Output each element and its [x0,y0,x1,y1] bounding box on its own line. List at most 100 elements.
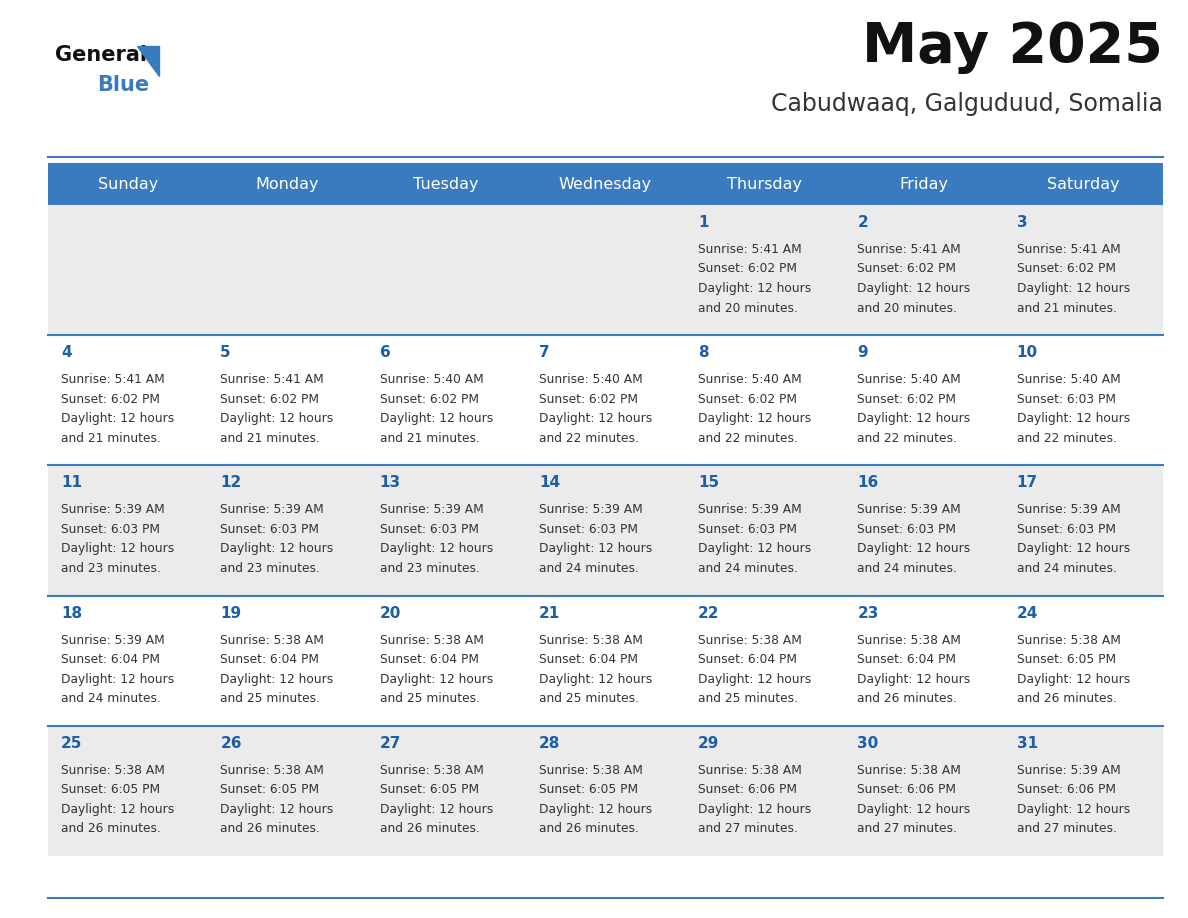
Text: Sunday: Sunday [97,176,158,192]
Bar [526,163,685,205]
Text: Sunset: 6:03 PM: Sunset: 6:03 PM [61,523,160,536]
Text: and 27 minutes.: and 27 minutes. [1017,823,1117,835]
Text: Daylight: 12 hours: Daylight: 12 hours [699,282,811,295]
Text: Daylight: 12 hours: Daylight: 12 hours [220,673,334,686]
Text: 3: 3 [1017,215,1028,230]
Text: Sunrise: 5:39 AM: Sunrise: 5:39 AM [539,503,643,517]
Text: 7: 7 [539,345,550,360]
Text: 11: 11 [61,476,82,490]
Text: Daylight: 12 hours: Daylight: 12 hours [858,673,971,686]
Text: Sunrise: 5:38 AM: Sunrise: 5:38 AM [220,764,324,777]
Text: Sunrise: 5:38 AM: Sunrise: 5:38 AM [858,764,961,777]
Text: Daylight: 12 hours: Daylight: 12 hours [858,803,971,816]
Text: 1: 1 [699,215,709,230]
Text: Sunrise: 5:38 AM: Sunrise: 5:38 AM [380,633,484,646]
Text: Sunset: 6:05 PM: Sunset: 6:05 PM [220,783,320,796]
Bar [48,726,1163,856]
Bar [48,335,1163,465]
Text: Sunrise: 5:38 AM: Sunrise: 5:38 AM [539,764,643,777]
Text: and 25 minutes.: and 25 minutes. [539,692,639,705]
Text: 30: 30 [858,736,879,751]
Text: Sunset: 6:05 PM: Sunset: 6:05 PM [539,783,638,796]
Text: Daylight: 12 hours: Daylight: 12 hours [61,412,175,425]
Text: and 27 minutes.: and 27 minutes. [858,823,958,835]
Text: and 26 minutes.: and 26 minutes. [380,823,480,835]
Text: 15: 15 [699,476,719,490]
Text: Sunset: 6:03 PM: Sunset: 6:03 PM [1017,393,1116,406]
Text: Cabudwaaq, Galguduud, Somalia: Cabudwaaq, Galguduud, Somalia [771,92,1163,116]
Text: and 20 minutes.: and 20 minutes. [699,301,798,315]
Text: May 2025: May 2025 [862,20,1163,74]
Text: 14: 14 [539,476,560,490]
Text: and 22 minutes.: and 22 minutes. [699,431,798,444]
Text: and 23 minutes.: and 23 minutes. [220,562,320,575]
Text: 13: 13 [380,476,400,490]
Text: Sunset: 6:04 PM: Sunset: 6:04 PM [539,653,638,666]
Text: Daylight: 12 hours: Daylight: 12 hours [380,543,493,555]
Text: Daylight: 12 hours: Daylight: 12 hours [1017,803,1130,816]
Text: 6: 6 [380,345,391,360]
Text: Sunset: 6:03 PM: Sunset: 6:03 PM [220,523,320,536]
Text: Daylight: 12 hours: Daylight: 12 hours [1017,673,1130,686]
Text: and 25 minutes.: and 25 minutes. [699,692,798,705]
Text: Saturday: Saturday [1047,176,1119,192]
Text: Sunrise: 5:40 AM: Sunrise: 5:40 AM [380,374,484,386]
Text: Sunrise: 5:38 AM: Sunrise: 5:38 AM [858,633,961,646]
Text: Daylight: 12 hours: Daylight: 12 hours [539,673,652,686]
Text: Daylight: 12 hours: Daylight: 12 hours [858,412,971,425]
Text: Sunrise: 5:41 AM: Sunrise: 5:41 AM [220,374,324,386]
Text: Daylight: 12 hours: Daylight: 12 hours [1017,282,1130,295]
Text: and 26 minutes.: and 26 minutes. [1017,692,1117,705]
Text: Sunset: 6:04 PM: Sunset: 6:04 PM [220,653,320,666]
Text: 21: 21 [539,606,560,621]
Text: Sunrise: 5:40 AM: Sunrise: 5:40 AM [1017,374,1120,386]
Text: Blue: Blue [97,75,150,95]
Text: Sunset: 6:03 PM: Sunset: 6:03 PM [380,523,479,536]
Text: 9: 9 [858,345,868,360]
Text: and 22 minutes.: and 22 minutes. [1017,431,1117,444]
Text: and 27 minutes.: and 27 minutes. [699,823,798,835]
Text: Daylight: 12 hours: Daylight: 12 hours [699,543,811,555]
Text: Sunset: 6:04 PM: Sunset: 6:04 PM [858,653,956,666]
Text: and 26 minutes.: and 26 minutes. [220,823,320,835]
Text: Sunrise: 5:38 AM: Sunrise: 5:38 AM [380,764,484,777]
Text: Sunset: 6:03 PM: Sunset: 6:03 PM [539,523,638,536]
Text: Sunset: 6:02 PM: Sunset: 6:02 PM [220,393,320,406]
Text: Daylight: 12 hours: Daylight: 12 hours [220,803,334,816]
Text: Wednesday: Wednesday [558,176,652,192]
Text: Sunset: 6:05 PM: Sunset: 6:05 PM [1017,653,1116,666]
Text: Sunrise: 5:39 AM: Sunrise: 5:39 AM [1017,764,1120,777]
Text: Sunset: 6:02 PM: Sunset: 6:02 PM [539,393,638,406]
Text: Sunrise: 5:39 AM: Sunrise: 5:39 AM [858,503,961,517]
Text: 10: 10 [1017,345,1038,360]
Text: Sunset: 6:05 PM: Sunset: 6:05 PM [61,783,160,796]
Text: Sunset: 6:02 PM: Sunset: 6:02 PM [858,393,956,406]
Bar [685,163,845,205]
Text: Sunrise: 5:39 AM: Sunrise: 5:39 AM [61,633,165,646]
Text: 4: 4 [61,345,71,360]
Text: Sunrise: 5:39 AM: Sunrise: 5:39 AM [61,503,165,517]
Text: 29: 29 [699,736,720,751]
Text: and 24 minutes.: and 24 minutes. [858,562,958,575]
Text: Monday: Monday [255,176,318,192]
Text: Sunrise: 5:40 AM: Sunrise: 5:40 AM [699,374,802,386]
Text: 12: 12 [220,476,241,490]
Text: Sunrise: 5:38 AM: Sunrise: 5:38 AM [699,764,802,777]
Text: Daylight: 12 hours: Daylight: 12 hours [380,803,493,816]
Text: Sunrise: 5:40 AM: Sunrise: 5:40 AM [539,374,643,386]
Text: Sunset: 6:06 PM: Sunset: 6:06 PM [699,783,797,796]
Text: and 24 minutes.: and 24 minutes. [1017,562,1117,575]
Text: 24: 24 [1017,606,1038,621]
Text: 17: 17 [1017,476,1038,490]
Text: Daylight: 12 hours: Daylight: 12 hours [539,803,652,816]
Text: Sunset: 6:06 PM: Sunset: 6:06 PM [858,783,956,796]
Text: Sunset: 6:06 PM: Sunset: 6:06 PM [1017,783,1116,796]
Bar [207,163,367,205]
Text: and 26 minutes.: and 26 minutes. [61,823,160,835]
Text: 23: 23 [858,606,879,621]
Text: Sunrise: 5:38 AM: Sunrise: 5:38 AM [61,764,165,777]
Text: Sunrise: 5:41 AM: Sunrise: 5:41 AM [61,374,165,386]
Text: and 22 minutes.: and 22 minutes. [858,431,958,444]
Text: 8: 8 [699,345,709,360]
Text: Sunset: 6:02 PM: Sunset: 6:02 PM [380,393,479,406]
